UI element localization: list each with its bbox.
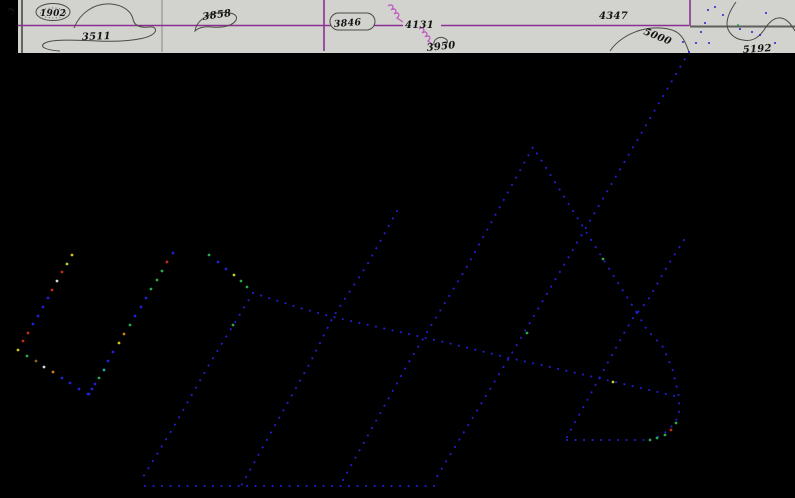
colored-dot — [207, 253, 211, 257]
colored-dot — [55, 279, 59, 283]
elevation-label-1902: 1902 — [40, 9, 66, 19]
contour-line — [609, 27, 690, 53]
colored-dot — [60, 270, 64, 274]
colored-dot — [648, 438, 652, 442]
colored-dot — [133, 314, 137, 318]
elevation-label-4347: 4347 — [599, 11, 628, 22]
scatter-dot — [739, 28, 741, 30]
colored-dot — [70, 253, 74, 257]
colored-dot — [224, 267, 228, 271]
colored-dot — [68, 381, 72, 385]
contour-capsule — [329, 12, 376, 31]
colored-dot — [36, 314, 40, 318]
scatter-dot — [695, 42, 697, 44]
pink-squiggle-line — [418, 27, 434, 46]
elevation-label-3511: 3511 — [82, 31, 111, 43]
pink-squiggle-line — [387, 4, 404, 23]
elevation-label-4131: 4131 — [405, 20, 434, 31]
scatter-dot — [708, 42, 710, 44]
scatter-dot — [751, 31, 753, 33]
contour-line — [194, 11, 238, 33]
depression-contour-dotted — [40, 7, 66, 19]
colored-dot — [106, 359, 110, 363]
colored-dot — [139, 305, 143, 309]
colored-dot — [60, 376, 64, 380]
colored-dot — [31, 322, 35, 326]
colored-dot — [231, 323, 235, 327]
colored-dot — [93, 382, 97, 386]
map-strip-background — [18, 0, 795, 53]
elevation-label-3858: 3858 — [202, 8, 232, 23]
colored-dot — [655, 436, 659, 440]
colored-dot — [42, 365, 46, 369]
contour-line — [433, 37, 448, 46]
colored-dot — [144, 296, 148, 300]
contour-line — [726, 1, 795, 41]
colored-dot — [128, 323, 132, 327]
scatter-dot — [714, 6, 716, 8]
colored-dot — [51, 370, 55, 374]
colored-dot — [149, 287, 153, 291]
contour-line — [35, 3, 71, 21]
contour-line — [42, 3, 157, 52]
colored-dot — [50, 288, 54, 292]
colored-dot — [65, 262, 69, 266]
colored-dot — [16, 348, 20, 352]
dotted-line-diag-a — [142, 292, 254, 478]
elevation-label-3846: 3846 — [333, 17, 361, 30]
colored-dot — [41, 305, 45, 309]
scatter-dot — [704, 22, 706, 24]
colored-dot — [77, 387, 81, 391]
colored-dot — [111, 350, 115, 354]
colored-dot — [87, 392, 91, 396]
scatter-dot — [765, 12, 767, 14]
scatter-dot — [682, 41, 684, 43]
scatter-dot — [722, 14, 724, 16]
colored-dot — [232, 273, 236, 277]
dotted-line-peak — [342, 145, 638, 481]
colored-dot — [160, 269, 164, 273]
colored-dot — [165, 260, 169, 264]
colored-dot — [171, 251, 175, 255]
colored-dot — [21, 339, 25, 343]
colored-dot — [245, 285, 249, 289]
colored-dot — [34, 359, 38, 363]
colored-dot — [46, 296, 50, 300]
colored-dot — [97, 376, 101, 380]
elevation-label-5192: 5192 — [742, 43, 772, 56]
colored-dot — [155, 278, 159, 282]
scatter-dot — [759, 34, 761, 36]
colored-dot — [216, 260, 220, 264]
neatline-tick-label: 3 — [5, 6, 16, 15]
colored-dot — [26, 331, 30, 335]
dotted-line-diag-two — [566, 239, 685, 438]
scatter-dot — [707, 9, 709, 11]
colored-dot — [239, 279, 243, 283]
colored-dot — [601, 257, 605, 261]
colored-dot — [669, 428, 673, 432]
colored-dot — [122, 332, 126, 336]
colored-dot — [90, 387, 94, 391]
scatter-dot — [737, 24, 739, 26]
scatter-dot — [774, 42, 776, 44]
colored-dot — [525, 331, 529, 335]
colored-dot — [117, 341, 121, 345]
elevation-label-3950: 3950 — [426, 40, 456, 54]
colored-dot — [611, 380, 615, 384]
colored-dot — [663, 433, 667, 437]
colored-dot — [25, 354, 29, 358]
colored-dot — [102, 368, 106, 372]
colored-dot — [674, 421, 678, 425]
scatter-dot — [700, 31, 702, 33]
